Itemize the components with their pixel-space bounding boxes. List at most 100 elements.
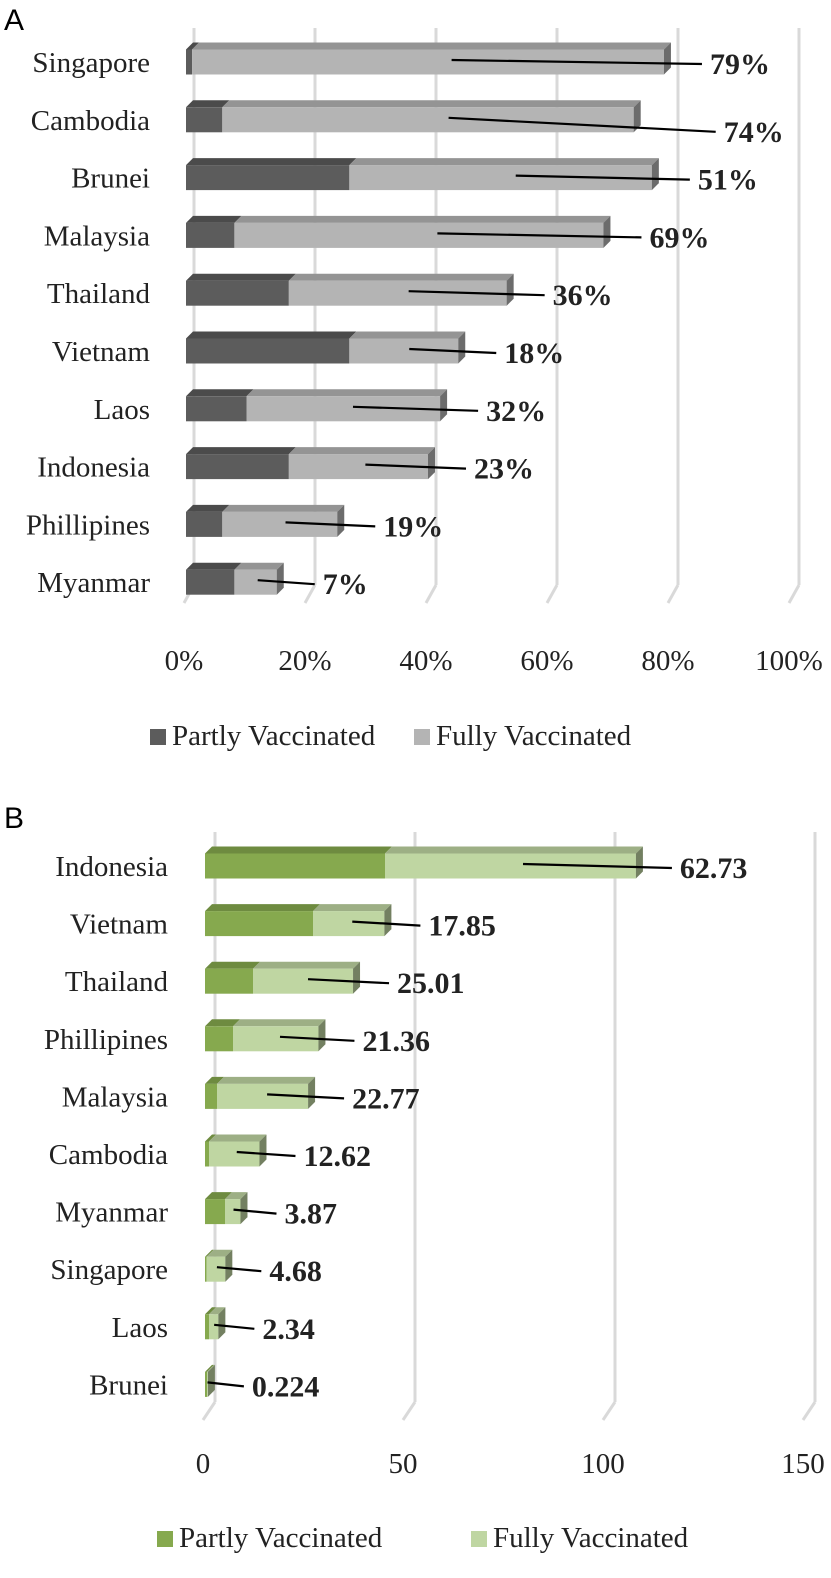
bar-fully-myanmar: [225, 1199, 241, 1225]
bar-side-malaysia: [308, 1076, 316, 1109]
data-label: 36%: [553, 279, 613, 312]
bar-side-brunei: [207, 1364, 215, 1397]
leader-line: [214, 1323, 255, 1330]
x-tick-label: 0%: [165, 645, 204, 677]
data-label: 19%: [383, 510, 443, 543]
data-label: 12.62: [303, 1140, 371, 1173]
data-label: 25.01: [397, 967, 465, 1000]
category-label: Laos: [94, 394, 150, 426]
bar-fully-vietnam-top: [349, 331, 466, 339]
panel-label: A: [4, 4, 24, 37]
gridline-foot: [401, 1401, 417, 1421]
bar-partly-cambodia-top: [205, 1134, 216, 1142]
bar-fully-indonesia-top: [288, 447, 435, 455]
bar-partly-singapore: [205, 1256, 207, 1282]
bar-fully-thailand-top: [288, 273, 514, 281]
bar-fully-myanmar-top: [234, 562, 284, 570]
gridline-foot: [303, 584, 317, 604]
category-label: Malaysia: [44, 220, 150, 252]
bar-partly-myanmar-top: [205, 1192, 232, 1200]
chart-panel-b: B 0 50 100 150 Indonesia 62.73 Vietnam 17.85 Thai…: [4, 802, 825, 1554]
x-tick-label: 60%: [520, 645, 573, 677]
data-label: 23%: [474, 453, 534, 486]
bar-partly-cambodia: [186, 107, 223, 133]
bar-partly-malaysia-top: [205, 1076, 224, 1084]
data-label: 22.77: [352, 1082, 420, 1115]
leader-line: [207, 1381, 245, 1388]
bar-side-indonesia: [635, 846, 643, 879]
bar-partly-malaysia: [205, 1083, 217, 1109]
bar-side-indonesia: [428, 447, 435, 480]
data-label: 32%: [486, 395, 546, 428]
bar-fully-brunei-top: [349, 158, 659, 166]
bar-fully-myanmar-top: [225, 1192, 248, 1200]
bar-fully-indonesia-top: [385, 846, 643, 854]
data-label: 51%: [698, 164, 758, 197]
bar-partly-brunei: [205, 1371, 207, 1397]
bar-side-thailand: [506, 273, 514, 306]
chart-panel-a: A 0% 20% 40% 60% 80% 100% Singapore 79% Cambodia 7…: [4, 4, 823, 752]
bar-partly-thailand-top: [186, 273, 296, 281]
x-tick-label: 0: [196, 1448, 211, 1480]
bar-partly-malaysia: [186, 222, 235, 248]
bar-partly-indonesia: [205, 853, 385, 879]
x-tick-label: 20%: [278, 645, 331, 677]
bar-fully-brunei-top: [207, 1364, 215, 1372]
data-label: 21.36: [362, 1025, 430, 1058]
bar-partly-phillipines: [186, 511, 223, 537]
bar-fully-laos: [209, 1314, 219, 1340]
legend-swatch: [471, 1531, 487, 1547]
bar-side-phillipines: [337, 504, 345, 537]
bar-side-laos: [218, 1307, 226, 1340]
bar-fully-cambodia: [222, 107, 634, 133]
category-label: Cambodia: [31, 105, 150, 137]
category-label: Singapore: [32, 47, 150, 79]
gridline-foot: [545, 584, 559, 604]
bar-fully-phillipines-top: [222, 504, 345, 512]
leader-line: [352, 405, 479, 412]
bar-partly-laos-top: [205, 1307, 216, 1315]
bar-side-thailand: [353, 961, 361, 994]
bar-partly-indonesia-top: [186, 447, 296, 455]
data-label: 4.68: [269, 1255, 322, 1288]
bar-partly-laos: [186, 396, 247, 422]
bar-fully-malaysia-top: [234, 215, 611, 223]
category-label: Malaysia: [62, 1081, 168, 1113]
bar-partly-singapore-top: [205, 1249, 214, 1257]
leader-line: [522, 862, 672, 870]
data-label: 18%: [504, 337, 564, 370]
bar-partly-singapore: [186, 49, 193, 75]
bar-partly-thailand: [205, 968, 253, 994]
bar-fully-vietnam-top: [313, 904, 392, 912]
bar-fully-singapore-top: [192, 42, 671, 50]
data-label: 2.34: [262, 1313, 315, 1346]
data-label: 74%: [724, 116, 784, 149]
bar-partly-brunei-top: [186, 158, 357, 166]
legend-label: Partly Vaccinated: [172, 720, 376, 752]
data-label: 79%: [710, 48, 770, 81]
bar-partly-myanmar: [186, 569, 235, 595]
bar-partly-singapore-top: [186, 42, 200, 50]
bar-side-cambodia: [633, 100, 641, 133]
bar-partly-thailand: [186, 280, 289, 306]
category-label: Cambodia: [49, 1139, 168, 1171]
gridline-foot: [787, 584, 801, 604]
legend-swatch: [414, 729, 430, 745]
x-tick-label: 100%: [755, 645, 823, 677]
bar-side-singapore: [225, 1249, 233, 1282]
x-tick-label: 150: [781, 1448, 825, 1480]
bar-partly-malaysia-top: [186, 215, 242, 223]
bar-partly-brunei-top: [205, 1364, 214, 1372]
leader-line: [365, 463, 467, 470]
bar-fully-phillipines-top: [233, 1019, 326, 1027]
bar-fully-laos-top: [209, 1307, 226, 1315]
bar-side-laos: [440, 389, 448, 422]
data-label: 62.73: [680, 852, 748, 885]
bar-partly-vietnam-top: [205, 904, 320, 912]
bar-partly-brunei: [186, 165, 350, 191]
leader-line: [448, 116, 716, 133]
category-label: Indonesia: [37, 452, 150, 484]
category-label: Indonesia: [55, 851, 168, 883]
